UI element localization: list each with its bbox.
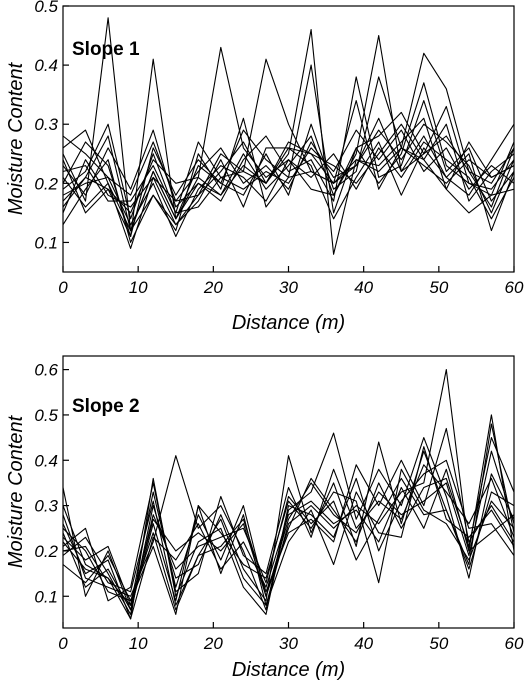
panel1-x-tick-label: 60 (505, 278, 524, 297)
panel1-y-tick-label: 0.5 (34, 0, 58, 16)
panel2-y-axis-label: Moisture Content (5, 414, 27, 568)
panel1-x-tick-label: 50 (429, 278, 448, 297)
panel1-series-line-13 (62, 117, 515, 232)
panel2-series-line-9 (62, 468, 515, 620)
panel1-series-line-14 (62, 123, 515, 202)
panel2-x-tick-label: 30 (279, 634, 298, 653)
panel2-x-tick-label: 10 (129, 634, 148, 653)
panel2-series-line-12 (62, 468, 515, 615)
panel2-series-line-11 (62, 437, 515, 606)
panel2-series-line-10 (62, 464, 515, 602)
panel2-y-tick-label: 0.6 (34, 361, 58, 380)
panel1-series-line-7 (62, 76, 515, 208)
panel2-y-tick-label: 0.4 (34, 451, 58, 470)
panel1-y-tick-label: 0.4 (34, 56, 58, 75)
panel2-y-tick-label: 0.3 (34, 497, 58, 516)
panel2-x-axis-label: Distance (m) (232, 659, 345, 681)
panel1-y-tick-label: 0.3 (34, 115, 58, 134)
panel1-x-tick-label: 30 (279, 278, 298, 297)
panel1-series-line-2 (62, 29, 515, 255)
panel2-series-line-8 (62, 446, 515, 606)
panel2-x-tick-label: 40 (354, 634, 373, 653)
panel1-series-line-12 (62, 82, 515, 214)
panel2-series-line-1 (62, 369, 515, 611)
panel1-y-tick-label: 0.1 (34, 233, 58, 252)
panel1-title: Slope 1 (72, 39, 140, 60)
panel2-x-tick-label: 0 (58, 634, 68, 653)
panel1-y-tick-label: 0.2 (34, 174, 58, 193)
panel1-series-line-6 (62, 123, 515, 214)
panel1-series-line-10 (62, 129, 515, 214)
panel2-x-tick-label: 50 (429, 634, 448, 653)
panel1-y-axis-label: Moisture Content (5, 61, 27, 215)
panel1-x-axis-label: Distance (m) (232, 312, 345, 334)
panel2-y-tick-label: 0.1 (34, 587, 58, 606)
panel1-x-tick-label: 40 (354, 278, 373, 297)
panel2-y-tick-label: 0.5 (34, 406, 58, 425)
panel2-x-tick-label: 20 (203, 634, 223, 653)
panel1-x-tick-label: 0 (58, 278, 68, 297)
panel2-x-tick-label: 60 (505, 634, 524, 653)
panel2-series-line-2 (62, 432, 515, 620)
panel2-title: Slope 2 (72, 396, 140, 417)
panel1-x-tick-label: 10 (129, 278, 148, 297)
panel1-x-tick-label: 20 (203, 278, 223, 297)
panel2-y-tick-label: 0.2 (34, 542, 58, 561)
